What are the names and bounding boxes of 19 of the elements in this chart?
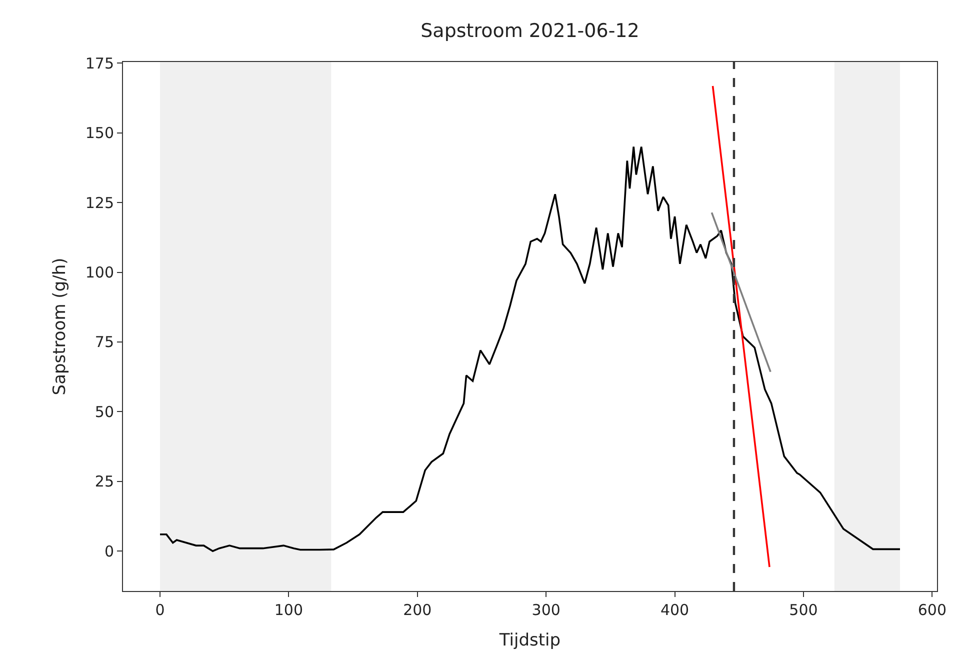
y-tick-label: 175: [85, 54, 114, 72]
y-tick-label: 75: [94, 333, 114, 352]
y-tick-label: 100: [85, 264, 114, 282]
x-tick-label: 400: [660, 601, 690, 619]
y-tick-label: 150: [85, 124, 114, 142]
x-tick-label: 500: [789, 601, 818, 619]
x-tick-label: 300: [532, 601, 560, 619]
y-tick-label: 125: [85, 194, 114, 212]
y-axis-title: Sapstroom (g/h): [50, 258, 70, 396]
chart-title: Sapstroom 2021-06-12: [420, 20, 640, 42]
y-tick-label: 0: [104, 542, 114, 560]
x-tick-label: 100: [274, 601, 304, 619]
x-tick-label: 200: [403, 601, 432, 619]
y-tick-label: 50: [94, 402, 114, 421]
x-tick-label: 600: [918, 601, 946, 619]
line-series: [159, 146, 901, 552]
y-tick-label: 25: [94, 472, 114, 491]
x-tick-label: 0: [155, 601, 165, 619]
x-axis-title: Tijdstip: [498, 630, 561, 650]
